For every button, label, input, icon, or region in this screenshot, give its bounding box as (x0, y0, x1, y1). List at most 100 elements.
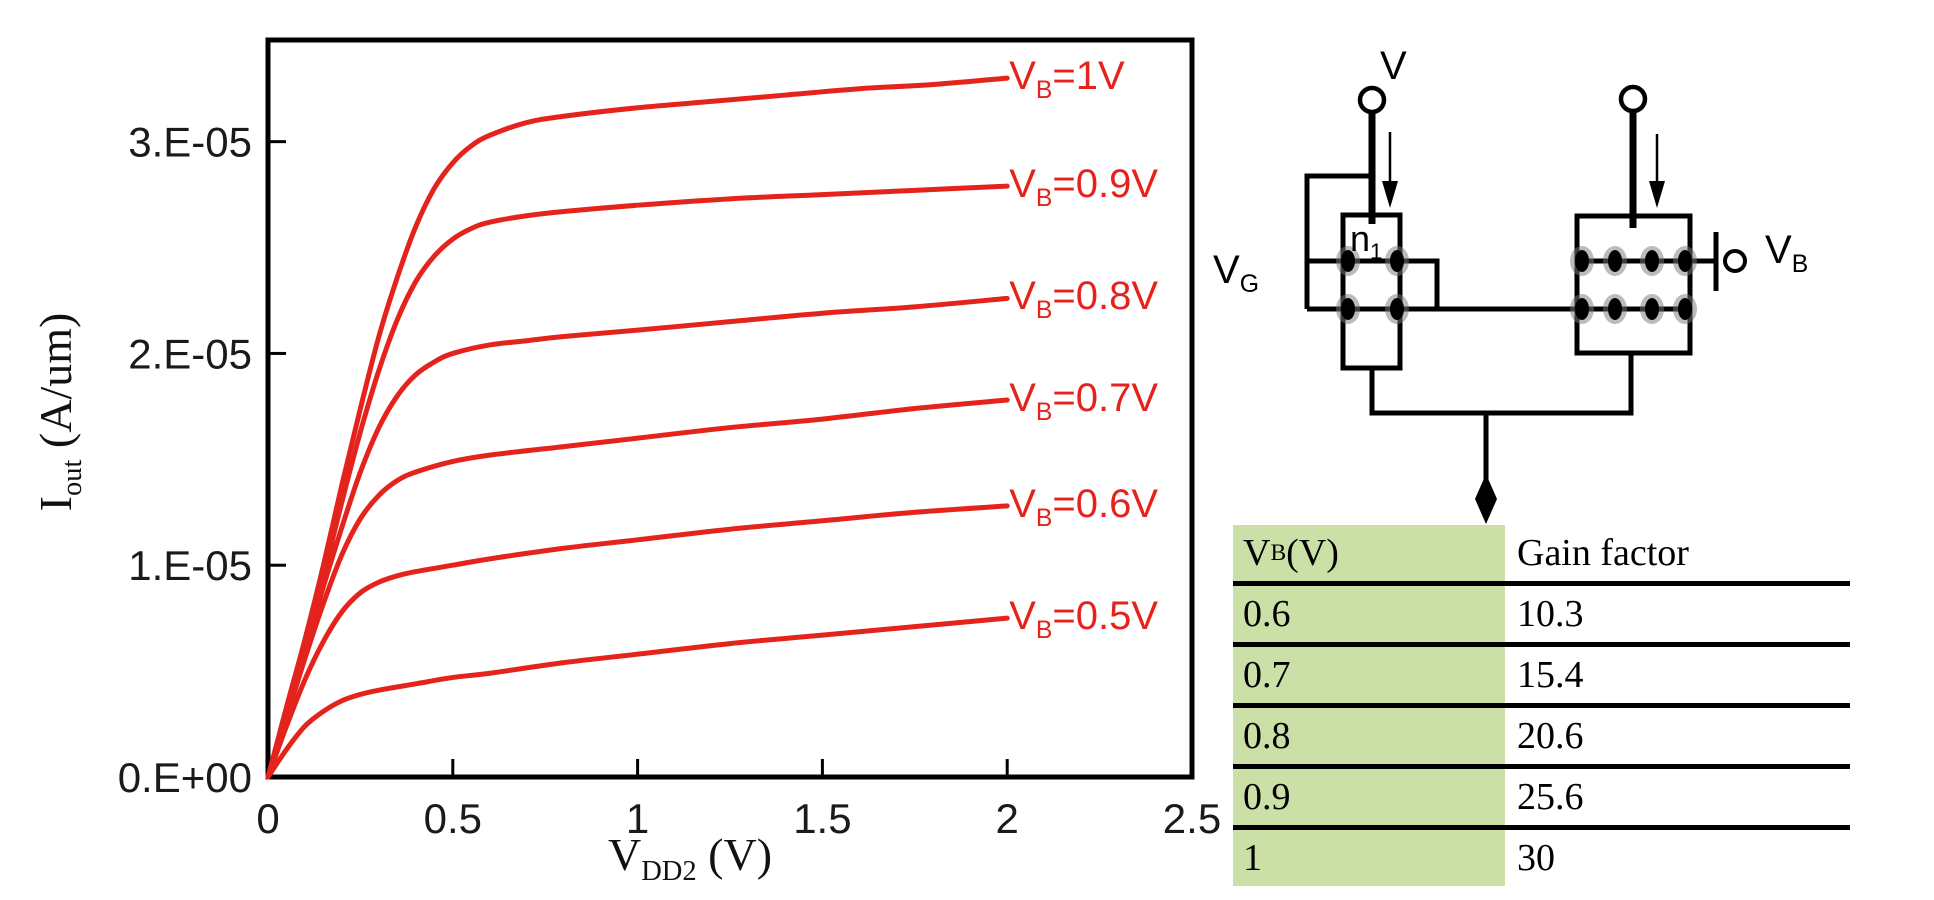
x-tick-label: 2 (996, 795, 1019, 842)
curve-label-part: B (1035, 399, 1053, 427)
left-terminal-circle (1357, 85, 1387, 115)
y-tick-label: 0.E+00 (118, 754, 252, 801)
table-cell-gain: 20.6 (1505, 708, 1850, 764)
nanowire-dot (1390, 250, 1404, 272)
table-header-gain-text: Gain factor (1517, 532, 1689, 574)
y-tick-label: 1.E-05 (128, 542, 252, 589)
table-header-vb-base: V (1243, 532, 1271, 574)
n1-base: n (1350, 218, 1371, 259)
curve-label-part: B (1035, 185, 1053, 213)
x-tick-label: 1.5 (793, 795, 851, 842)
supply-terminal-label-text: V (1380, 44, 1407, 88)
curve-vb-0-8v (265, 295, 1010, 780)
curve-label-vb-0-7v: VB=0.7V (1009, 375, 1158, 436)
table-header-vb-sub: B (1270, 539, 1287, 566)
supply-terminal-label: V (1380, 44, 1407, 88)
curve-label-part: V (1009, 162, 1036, 207)
curve-label-vb-0-8v: VB=0.8V (1009, 273, 1158, 334)
n1-sub: 1 (1370, 239, 1383, 265)
y-axis-title-sub: out (57, 459, 89, 497)
table-row: 0.9 25.6 (1233, 769, 1850, 830)
common-source-wire (1369, 351, 1634, 416)
curve-label-vb-0-9v: VB=0.9V (1009, 161, 1158, 222)
curve-vb-0-6v (265, 503, 1010, 780)
y-axis-title: Iout (A/um) (29, 232, 88, 592)
nanowire-dot (1608, 250, 1622, 272)
curve-label-vb-0-6v: VB=0.6V (1009, 481, 1158, 542)
gate-voltage-label: VG (1213, 248, 1259, 307)
curve-label-part: =0.7V (1052, 376, 1159, 421)
y-axis-title-rest: (A/um) (30, 312, 81, 460)
curve-label-vb-0-5v: VB=0.5V (1009, 593, 1158, 654)
bulk-voltage-label: VB (1765, 228, 1808, 287)
vb-sub: B (1791, 251, 1809, 278)
table-body: 0.6 10.3 0.7 15.4 0.8 20.6 0.9 25.6 1 30 (1233, 586, 1850, 886)
table-cell-vb: 0.8 (1233, 708, 1505, 764)
table-cell-gain: 25.6 (1505, 769, 1850, 825)
curve-label-part: B (1035, 297, 1053, 325)
table-cell-gain: 10.3 (1505, 586, 1850, 642)
x-axis-title-rest: (V) (696, 829, 773, 880)
left-gate-bracket (1304, 173, 1372, 309)
y-axis-title-base: I (30, 496, 81, 512)
table-row: 0.6 10.3 (1233, 586, 1850, 647)
table-cell-gain: 30 (1505, 830, 1850, 886)
x-tick-label: 0.5 (424, 795, 482, 842)
table-row: 0.7 15.4 (1233, 647, 1850, 708)
left-current-arrow-head (1382, 181, 1398, 208)
curve-label-part: =0.9V (1052, 162, 1159, 207)
right-terminal-circle (1618, 84, 1648, 114)
vb-base: V (1765, 228, 1792, 272)
curve-label-part: =1V (1052, 54, 1125, 99)
circuit-diagram (1304, 84, 1747, 524)
x-tick-label: 1 (626, 795, 649, 842)
ground-arrow-diamond (1475, 474, 1497, 524)
curve-label-vb-1v: VB=1V (1009, 53, 1125, 114)
vg-base: V (1213, 248, 1240, 292)
curve-label-part: B (1035, 77, 1053, 105)
curve-vb-0-5v (265, 615, 1010, 780)
curve-label-part: V (1009, 54, 1036, 99)
nanowire-dot (1575, 250, 1589, 272)
table-row: 0.8 20.6 (1233, 708, 1850, 769)
table-cell-gain: 15.4 (1505, 647, 1850, 703)
curve-vb-0-7v (265, 397, 1010, 780)
curve-label-part: V (1009, 376, 1036, 421)
curve-label-part: V (1009, 481, 1036, 526)
curve-label-part: V (1009, 274, 1036, 319)
left-device-name-label: n1 (1350, 217, 1382, 274)
curve-vb-0-9v (265, 183, 1010, 780)
nanowire-dot (1390, 298, 1404, 320)
table-header-vb-rest: (V) (1286, 532, 1339, 574)
curve-label-part: B (1035, 617, 1053, 645)
nanowire-dot (1678, 298, 1692, 320)
table-cell-vb: 0.7 (1233, 647, 1505, 703)
nanowire-dot (1575, 298, 1589, 320)
x-axis-title-sub: DD2 (641, 856, 697, 888)
y-tick-label: 3.E-05 (128, 119, 252, 166)
nanowire-dot (1341, 298, 1355, 320)
nanowire-dot (1645, 298, 1659, 320)
curve-vb-1v (265, 75, 1010, 780)
right-current-arrow-head (1649, 181, 1665, 208)
curve-label-part: =0.6V (1052, 481, 1159, 526)
x-axis-title-base: V (607, 829, 642, 880)
vg-sub: G (1239, 271, 1259, 298)
y-tick-label: 2.E-05 (128, 330, 252, 377)
curve-label-part: =0.5V (1052, 594, 1159, 639)
table-cell-vb: 1 (1233, 830, 1505, 886)
curve-label-part: B (1035, 504, 1053, 532)
curve-label-part: V (1009, 594, 1036, 639)
nanowire-dot (1645, 250, 1659, 272)
curve-label-part: =0.8V (1052, 274, 1159, 319)
table-header-gain: Gain factor (1505, 525, 1850, 581)
table-cell-vb: 0.6 (1233, 586, 1505, 642)
output-characteristics-chart: 0 0.5 1 1.5 2 2.5 0.E+00 1.E-05 2.E-05 3.E-05 (118, 37, 1221, 842)
nanowire-dot (1341, 250, 1355, 272)
nanowire-dot (1678, 250, 1692, 272)
